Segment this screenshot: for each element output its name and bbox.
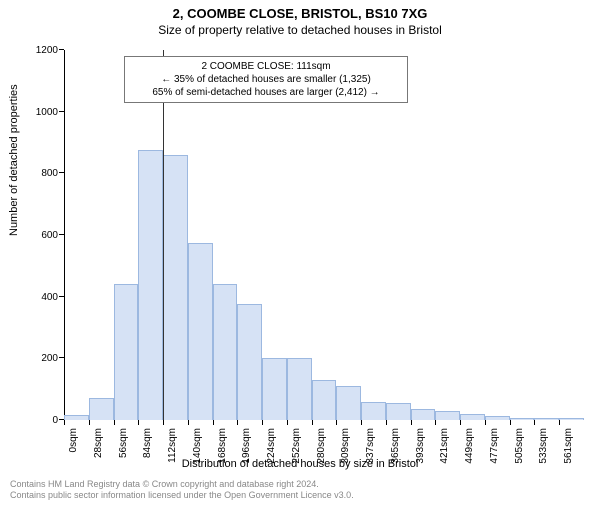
y-tick [59,111,64,112]
histogram-bar [485,416,510,420]
x-tick [114,420,115,425]
x-tick [89,420,90,425]
histogram-bar [510,418,535,420]
x-tick [534,420,535,425]
y-tick [59,49,64,50]
histogram-bar [213,284,238,420]
x-tick [237,420,238,425]
y-axis-label: Number of detached properties [8,84,20,236]
histogram-bar [89,398,114,420]
histogram-bar [534,418,559,420]
y-tick-label: 800 [24,168,58,179]
x-tick [213,420,214,425]
histogram-bar [163,155,188,420]
y-tick-label: 200 [24,353,58,364]
x-tick [163,420,164,425]
y-tick [59,234,64,235]
histogram-bar [262,358,287,420]
histogram-bar [64,415,89,420]
y-tick [59,357,64,358]
histogram-bar [188,243,213,420]
annotation-line-1: 2 COOMBE CLOSE: 111sqm [131,60,401,73]
x-tick [386,420,387,425]
histogram-bar [114,284,139,420]
x-axis-label: Distribution of detached houses by size … [0,458,600,470]
footer-line-1: Contains HM Land Registry data © Crown c… [10,479,590,491]
y-tick-label: 600 [24,230,58,241]
histogram-bar [336,386,361,420]
x-tick [262,420,263,425]
x-tick [411,420,412,425]
histogram-bar [287,358,312,420]
y-tick-label: 1000 [24,107,58,118]
x-tick [361,420,362,425]
annotation-box: 2 COOMBE CLOSE: 111sqm← 35% of detached … [124,56,408,103]
x-tick [188,420,189,425]
y-tick [59,296,64,297]
histogram-bar [237,304,262,420]
histogram-bar [386,403,411,420]
histogram-bar [312,380,337,420]
x-tick [485,420,486,425]
x-tick [510,420,511,425]
x-tick [460,420,461,425]
annotation-line-3: 65% of semi-detached houses are larger (… [131,86,401,99]
y-tick-label: 1200 [24,45,58,56]
footer-line-2: Contains public sector information licen… [10,490,590,502]
x-tick [287,420,288,425]
chart-area: 0200400600800100012000sqm28sqm56sqm84sqm… [64,50,584,420]
y-axis-line [64,50,65,420]
histogram-bar [138,150,163,420]
annotation-line-2: ← 35% of detached houses are smaller (1,… [131,73,401,86]
histogram-bar [559,418,584,420]
x-tick [138,420,139,425]
histogram-bar [411,409,436,420]
title-line-1: 2, COOMBE CLOSE, BRISTOL, BS10 7XG [0,6,600,21]
y-tick-label: 0 [24,415,58,426]
title-line-2: Size of property relative to detached ho… [0,23,600,37]
histogram-bar [435,411,460,420]
histogram-plot: 0200400600800100012000sqm28sqm56sqm84sqm… [64,50,584,420]
x-tick [312,420,313,425]
x-tick [559,420,560,425]
histogram-bar [460,414,485,420]
x-tick [64,420,65,425]
x-tick [435,420,436,425]
x-tick [336,420,337,425]
footer-attribution: Contains HM Land Registry data © Crown c… [10,479,590,502]
y-tick [59,172,64,173]
histogram-bar [361,402,386,421]
y-tick-label: 400 [24,292,58,303]
property-marker-line [163,50,164,420]
